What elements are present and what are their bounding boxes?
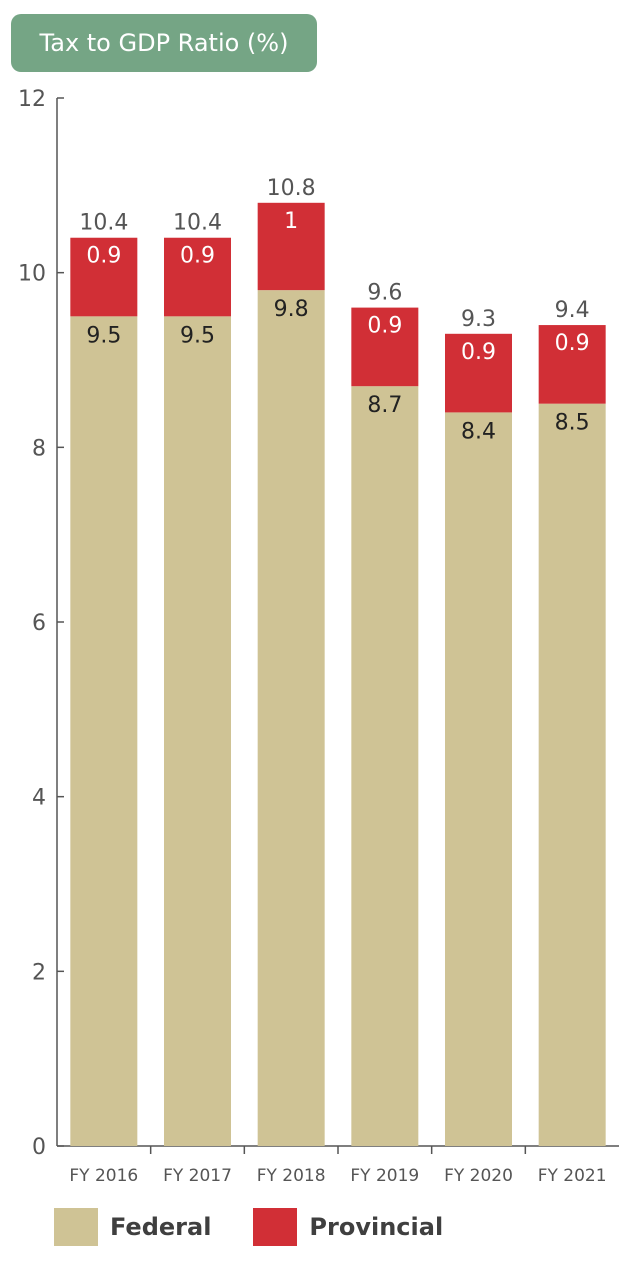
y-tick-label: 4 [32,786,46,811]
legend: Federal Provincial [54,1208,485,1246]
data-label-provincial: 0.9 [86,244,121,269]
data-label-total: 9.4 [555,298,590,323]
y-tick-label: 8 [32,436,46,461]
data-label-provincial: 1 [284,209,298,234]
y-tick-label: 10 [18,262,46,287]
y-tick-label: 6 [32,611,46,636]
data-label-total: 9.3 [461,307,496,332]
bar-federal [351,386,419,1146]
stacked-bar-chart: 0 2 4 6 8 10 12 9.5 0.9 10.4 FY 2016 9.5 0.9 10.4 FY 2… [18,87,619,1186]
bar-provincial [257,202,325,291]
legend-swatch-federal [54,1208,98,1246]
data-label-provincial: 0.9 [180,244,215,269]
x-tick-label: FY 2020 [444,1166,513,1186]
y-tick-label: 0 [32,1135,46,1160]
data-label-federal: 9.5 [86,323,121,348]
data-label-total: 9.6 [367,281,402,306]
legend-item-federal: Federal [54,1208,211,1246]
y-tick-label: 2 [32,960,46,985]
bar-provincial [164,237,231,317]
chart-title: Tax to GDP Ratio (%) [11,14,317,72]
bar-provincial [538,325,606,404]
bar-federal [70,316,138,1146]
x-tick-label: FY 2019 [350,1166,419,1186]
bar-federal [164,316,231,1146]
data-label-provincial: 0.9 [367,314,402,339]
legend-label-federal: Federal [110,1213,212,1241]
bar-federal [445,412,512,1146]
data-label-federal: 8.5 [555,411,590,436]
bar-federal [257,290,325,1147]
y-tick-label: 12 [18,87,46,112]
x-tick-label: FY 2017 [163,1166,232,1186]
data-label-total: 10.4 [79,211,128,236]
bar-federal [538,403,606,1147]
data-label-federal: 8.7 [367,393,402,418]
bar-provincial [70,237,138,317]
legend-item-provincial: Provincial [253,1208,443,1246]
data-label-total: 10.4 [173,211,222,236]
legend-label-provincial: Provincial [309,1213,444,1241]
x-tick-label: FY 2018 [257,1166,326,1186]
legend-swatch-provincial [253,1208,298,1246]
data-label-federal: 9.8 [274,297,309,322]
bar-provincial [351,307,419,387]
x-tick-label: FY 2021 [538,1166,607,1186]
data-label-federal: 8.4 [461,419,496,444]
data-label-provincial: 0.9 [461,340,496,365]
data-label-federal: 9.5 [180,323,215,348]
bar-provincial [445,333,512,413]
data-label-provincial: 0.9 [555,331,590,356]
x-tick-label: FY 2016 [69,1166,138,1186]
data-label-total: 10.8 [267,176,316,201]
